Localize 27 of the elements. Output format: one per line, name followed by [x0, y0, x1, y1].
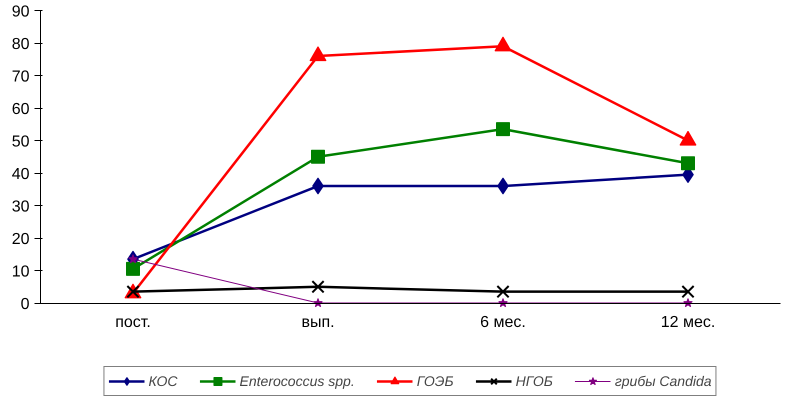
legend-label: грибы Candida [614, 373, 712, 389]
y-tick-label: 90 [12, 4, 30, 20]
y-tick-label: 0 [20, 296, 30, 314]
point [681, 285, 695, 298]
point [128, 254, 138, 264]
y-tick-label: 10 [12, 264, 30, 281]
point [311, 150, 325, 164]
point [681, 156, 695, 170]
y-tick-label: 20 [12, 231, 30, 248]
x-tick-label: пост. [115, 314, 151, 332]
legend-label: НГОБ [516, 373, 553, 389]
legend-label: КОС [148, 373, 178, 389]
y-tick-label: 80 [12, 36, 30, 54]
y-tick-label: 50 [12, 134, 30, 151]
legend-label: Enterococcus spp. [240, 373, 355, 389]
point [126, 262, 140, 276]
x-tick-label: вып. [301, 314, 335, 332]
point [496, 285, 510, 298]
y-tick-label: 40 [12, 166, 30, 184]
y-tick-label: 30 [12, 198, 30, 216]
x-tick-label: 12 мес. [660, 314, 716, 332]
point [311, 280, 325, 294]
y-tick-label: 60 [12, 101, 30, 118]
legend-label: ГОЭБ [416, 373, 454, 389]
x-tick-label: 6 мес. [480, 314, 526, 332]
y-tick-label: 70 [12, 68, 30, 86]
point [496, 122, 510, 136]
